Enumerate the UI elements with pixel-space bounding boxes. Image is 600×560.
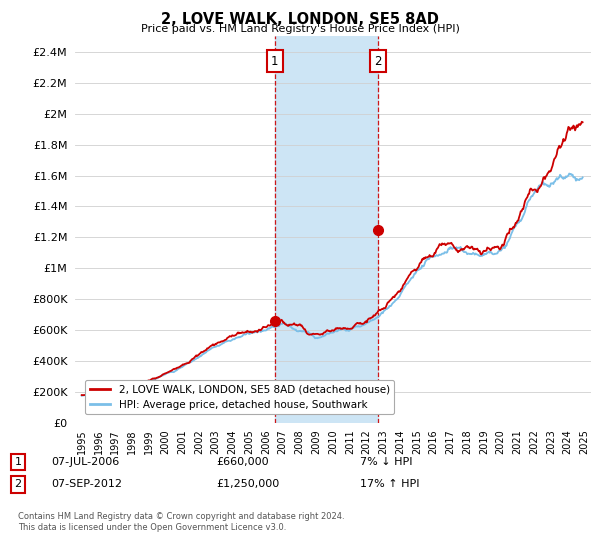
Text: Price paid vs. HM Land Registry's House Price Index (HPI): Price paid vs. HM Land Registry's House … (140, 24, 460, 34)
Text: 2: 2 (14, 479, 22, 489)
Text: £660,000: £660,000 (216, 457, 269, 467)
Text: Contains HM Land Registry data © Crown copyright and database right 2024.
This d: Contains HM Land Registry data © Crown c… (18, 512, 344, 532)
Text: £1,250,000: £1,250,000 (216, 479, 279, 489)
Legend: 2, LOVE WALK, LONDON, SE5 8AD (detached house), HPI: Average price, detached hou: 2, LOVE WALK, LONDON, SE5 8AD (detached … (85, 380, 394, 414)
Text: 1: 1 (14, 457, 22, 467)
Text: 07-SEP-2012: 07-SEP-2012 (51, 479, 122, 489)
Text: 07-JUL-2006: 07-JUL-2006 (51, 457, 119, 467)
Text: 2, LOVE WALK, LONDON, SE5 8AD: 2, LOVE WALK, LONDON, SE5 8AD (161, 12, 439, 27)
Bar (275, 36, 378, 423)
Text: 7% ↓ HPI: 7% ↓ HPI (360, 457, 413, 467)
Text: 1: 1 (271, 55, 278, 68)
Text: 2: 2 (374, 55, 382, 68)
Text: 17% ↑ HPI: 17% ↑ HPI (360, 479, 419, 489)
